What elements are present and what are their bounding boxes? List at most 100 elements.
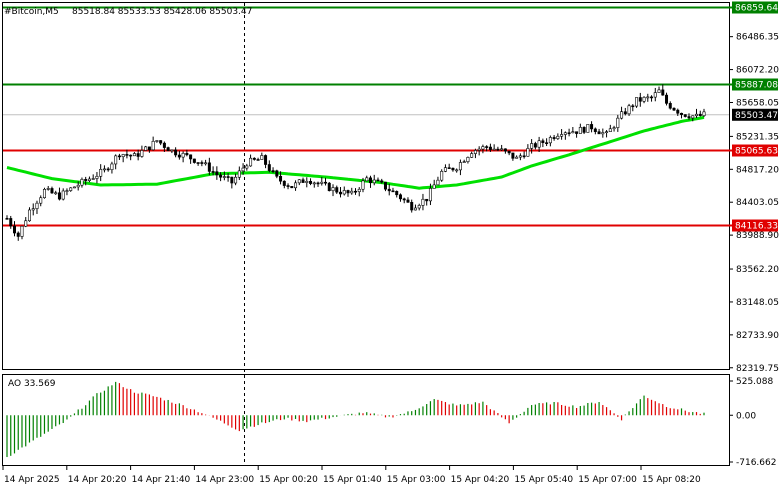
candle-body bbox=[440, 171, 444, 181]
candle-body bbox=[687, 116, 691, 119]
candle-body bbox=[177, 154, 181, 158]
candle-body bbox=[676, 109, 680, 114]
candle-body bbox=[668, 103, 672, 109]
candle-body bbox=[638, 97, 642, 102]
candle-body bbox=[548, 137, 552, 144]
candle-body bbox=[222, 176, 226, 178]
candle-body bbox=[61, 190, 65, 200]
candle-body bbox=[252, 157, 256, 160]
candle-body bbox=[680, 112, 684, 115]
candle-body bbox=[241, 167, 245, 172]
candle-body bbox=[511, 152, 515, 159]
candle-body bbox=[470, 153, 474, 158]
candle-body bbox=[95, 175, 99, 179]
candle-body bbox=[189, 154, 193, 160]
candle-body bbox=[196, 162, 200, 164]
price-tick-label: 83148.05 bbox=[736, 298, 779, 308]
candle-body bbox=[488, 146, 492, 150]
candle-body bbox=[211, 171, 215, 173]
candle-body bbox=[402, 198, 406, 201]
candle-body bbox=[530, 143, 534, 149]
candle-body bbox=[144, 146, 148, 151]
candle-body bbox=[365, 177, 369, 182]
price-tick-label: 85658.05 bbox=[736, 98, 779, 108]
level-tag-label: 85887.08 bbox=[735, 81, 778, 91]
ao-title: AO 33.569 bbox=[8, 379, 56, 389]
candle-body bbox=[552, 137, 556, 139]
ao-bars bbox=[6, 381, 705, 458]
candle-body bbox=[496, 148, 500, 151]
candle-body bbox=[593, 128, 597, 132]
candle-body bbox=[264, 155, 268, 165]
price-tick-label: 86072.20 bbox=[736, 66, 779, 76]
candle-body bbox=[518, 155, 522, 158]
candle-body bbox=[683, 114, 687, 117]
candle-body bbox=[477, 148, 481, 151]
price-tick-label: 82733.90 bbox=[736, 331, 779, 341]
candle-body bbox=[327, 182, 331, 192]
candle-body bbox=[410, 202, 414, 211]
candle-body bbox=[185, 152, 189, 156]
candle-body bbox=[286, 185, 290, 187]
candle-body bbox=[16, 232, 20, 237]
candle-body bbox=[215, 171, 219, 176]
time-tick-label: 15 Apr 07:00 bbox=[578, 475, 637, 485]
ohlc-readout: 85518.84 85533.53 85428.06 85503.47 bbox=[72, 7, 252, 17]
candle-body bbox=[563, 132, 567, 135]
candle-body bbox=[500, 148, 504, 151]
candle-body bbox=[162, 142, 166, 148]
candle-body bbox=[24, 220, 28, 227]
candle-body bbox=[627, 105, 631, 115]
candle-body bbox=[578, 127, 582, 134]
candles bbox=[5, 84, 706, 241]
candle-body bbox=[9, 218, 13, 227]
candle-body bbox=[436, 179, 440, 186]
candle-body bbox=[57, 192, 61, 200]
ao-tick-label: 0.00 bbox=[736, 411, 756, 421]
candle-body bbox=[297, 179, 301, 184]
candle-body bbox=[76, 184, 80, 188]
time-tick-label: 14 Apr 23:00 bbox=[195, 475, 254, 485]
candle-body bbox=[80, 179, 84, 186]
candle-body bbox=[271, 170, 275, 172]
time-axis: 14 Apr 2025 14 Apr 20:20 14 Apr 21:40 14 Ap… bbox=[2, 466, 701, 485]
candle-body bbox=[413, 207, 417, 211]
candle-body bbox=[275, 170, 279, 177]
candle-body bbox=[12, 225, 16, 234]
candle-body bbox=[571, 131, 575, 134]
time-tick-label: 14 Apr 2025 bbox=[4, 475, 60, 485]
ma-line bbox=[6, 115, 705, 190]
candle-body bbox=[443, 167, 447, 172]
candle-body bbox=[335, 187, 339, 193]
candle-body bbox=[695, 113, 699, 117]
candle-body bbox=[294, 182, 298, 189]
candle-body bbox=[605, 131, 609, 133]
candle-body bbox=[301, 179, 305, 183]
candle-body bbox=[106, 168, 110, 171]
candle-body bbox=[320, 181, 324, 184]
candle-body bbox=[616, 117, 620, 128]
price-axis: 86486.35 86072.20 85658.05 85231.35 84817.20… bbox=[729, 33, 779, 374]
candle-body bbox=[575, 131, 579, 134]
candle-body bbox=[200, 162, 204, 164]
ao-tick-label: -716.662 bbox=[736, 458, 776, 468]
candle-body bbox=[309, 180, 313, 184]
candle-body bbox=[20, 225, 24, 237]
price-tick-label: 83562.20 bbox=[736, 265, 779, 275]
time-tick-label: 15 Apr 03:00 bbox=[387, 475, 446, 485]
candle-body bbox=[541, 140, 545, 143]
candle-body bbox=[87, 178, 91, 181]
current-price-tag bbox=[732, 108, 778, 121]
price-tick-label: 85231.35 bbox=[736, 132, 779, 142]
candle-body bbox=[35, 202, 39, 209]
candle-body bbox=[249, 157, 253, 167]
candle-body bbox=[665, 94, 669, 104]
candle-body bbox=[234, 176, 238, 184]
time-tick-label: 14 Apr 20:20 bbox=[68, 475, 127, 485]
level-tag bbox=[732, 78, 778, 91]
candle-body bbox=[129, 154, 133, 157]
candle-body bbox=[350, 190, 354, 194]
price-tick-label: 86486.35 bbox=[736, 33, 779, 43]
candle-body bbox=[466, 157, 470, 162]
